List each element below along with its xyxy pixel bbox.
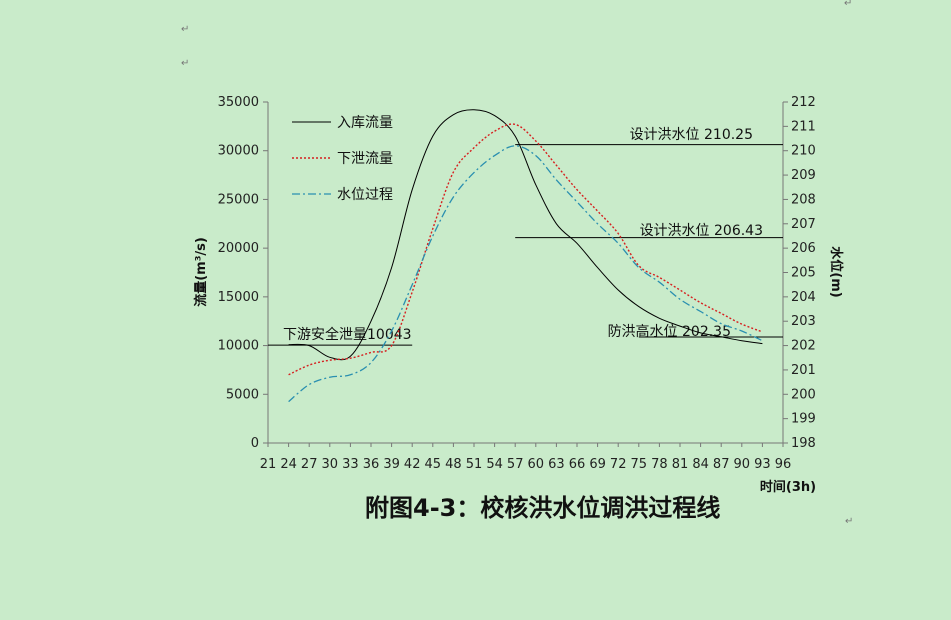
x-tick-label: 48 (445, 457, 462, 472)
x-tick-label: 30 (322, 457, 339, 472)
y2-tick-label: 204 (791, 290, 816, 305)
y2-tick-label: 200 (791, 387, 816, 402)
x-tick-label: 96 (775, 457, 792, 472)
series-line-1 (288, 109, 763, 361)
reference-label: 防洪高水位 202.35 (608, 323, 731, 340)
x-tick-label: 87 (713, 457, 730, 472)
x-tick-label: 27 (301, 457, 318, 472)
paragraph-mark: ↵ (845, 516, 854, 527)
y2-tick-label: 208 (791, 192, 816, 207)
series-line-2 (288, 123, 763, 376)
reference-label: 设计洪水位 206.43 (640, 223, 763, 239)
y2-tick-label: 201 (791, 363, 816, 378)
x-axis-label: 时间(3h) (760, 479, 816, 495)
x-tick-label: 63 (548, 457, 565, 472)
legend-label: 入库流量 (337, 115, 393, 131)
x-tick-label: 60 (528, 457, 545, 472)
y2-tick-label: 205 (791, 266, 816, 281)
x-tick-label: 24 (280, 457, 297, 472)
legend-label: 下泄流量 (337, 151, 393, 167)
figure-caption: 附图4-3：校核洪水位调洪过程线 (365, 494, 721, 522)
x-tick-label: 21 (260, 457, 277, 472)
y-tick-label: 15000 (218, 290, 259, 305)
x-tick-label: 45 (425, 457, 442, 472)
y2-tick-label: 212 (791, 95, 816, 110)
x-tick-label: 33 (342, 457, 359, 472)
x-tick-label: 54 (486, 457, 503, 472)
x-tick-label: 39 (383, 457, 400, 472)
x-tick-label: 69 (589, 457, 606, 472)
y-tick-label: 0 (251, 436, 259, 451)
x-tick-label: 81 (672, 457, 689, 472)
y2-tick-label: 211 (791, 119, 816, 134)
y-tick-label: 20000 (218, 241, 259, 256)
y2-tick-label: 203 (791, 314, 816, 329)
legend-label: 水位过程 (337, 187, 393, 203)
x-tick-label: 36 (363, 457, 380, 472)
y-tick-label: 30000 (218, 144, 259, 159)
y2-tick-label: 209 (791, 168, 816, 183)
y-tick-label: 10000 (218, 339, 259, 354)
y-tick-label: 25000 (218, 192, 259, 207)
y2-axis-label: 水位(m) (828, 246, 844, 297)
x-tick-label: 78 (651, 457, 668, 472)
y-tick-label: 35000 (218, 95, 259, 110)
y2-tick-label: 206 (791, 241, 816, 256)
series-line-3 (288, 145, 763, 403)
x-tick-label: 57 (507, 457, 524, 472)
paragraph-mark: ↵ (181, 58, 190, 69)
x-tick-label: 75 (631, 457, 648, 472)
x-tick-label: 51 (466, 457, 483, 472)
y2-tick-label: 199 (791, 412, 816, 427)
y-axis-label: 流量(m³/s) (193, 237, 209, 307)
y2-tick-label: 202 (791, 339, 816, 354)
x-tick-label: 72 (610, 457, 627, 472)
y2-tick-label: 198 (791, 436, 816, 451)
x-tick-label: 93 (754, 457, 771, 472)
paragraph-mark: ↵ (181, 24, 190, 35)
x-tick-label: 42 (404, 457, 421, 472)
reference-label: 下游安全泄量10043 (283, 326, 412, 343)
reference-label: 设计洪水位 210.25 (630, 127, 753, 143)
y2-tick-label: 210 (791, 144, 816, 159)
y2-tick-label: 207 (791, 217, 816, 232)
x-tick-label: 66 (569, 457, 586, 472)
x-tick-label: 84 (692, 457, 709, 472)
x-tick-label: 90 (734, 457, 751, 472)
paragraph-mark: ↵ (844, 0, 853, 9)
y-tick-label: 5000 (226, 387, 259, 402)
